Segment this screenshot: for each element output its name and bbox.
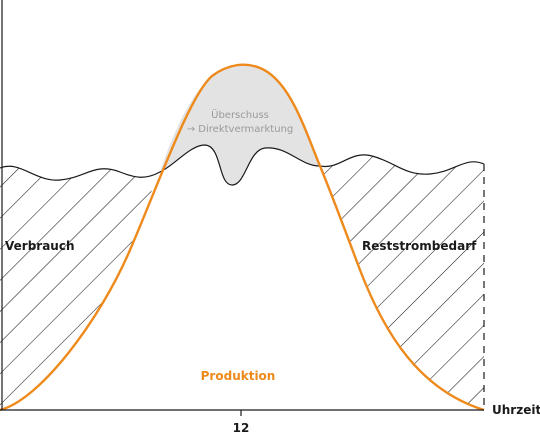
consumption-curve <box>0 144 485 186</box>
x-axis-label: Uhrzeit <box>492 403 540 417</box>
surplus-area <box>160 64 320 185</box>
label-surplus-line2: → Direktvermarktung <box>187 124 294 135</box>
label-reststrombedarf: Reststrombedarf <box>362 239 477 253</box>
consumption-deficit-right <box>320 154 484 410</box>
label-produktion: Produktion <box>201 369 276 383</box>
x-tick-label-12: 12 <box>233 421 250 435</box>
production-curve <box>0 63 485 412</box>
label-surplus-line1: Überschuss <box>211 108 269 121</box>
consumption-deficit-left <box>0 166 160 410</box>
label-verbrauch: Verbrauch <box>5 239 75 253</box>
